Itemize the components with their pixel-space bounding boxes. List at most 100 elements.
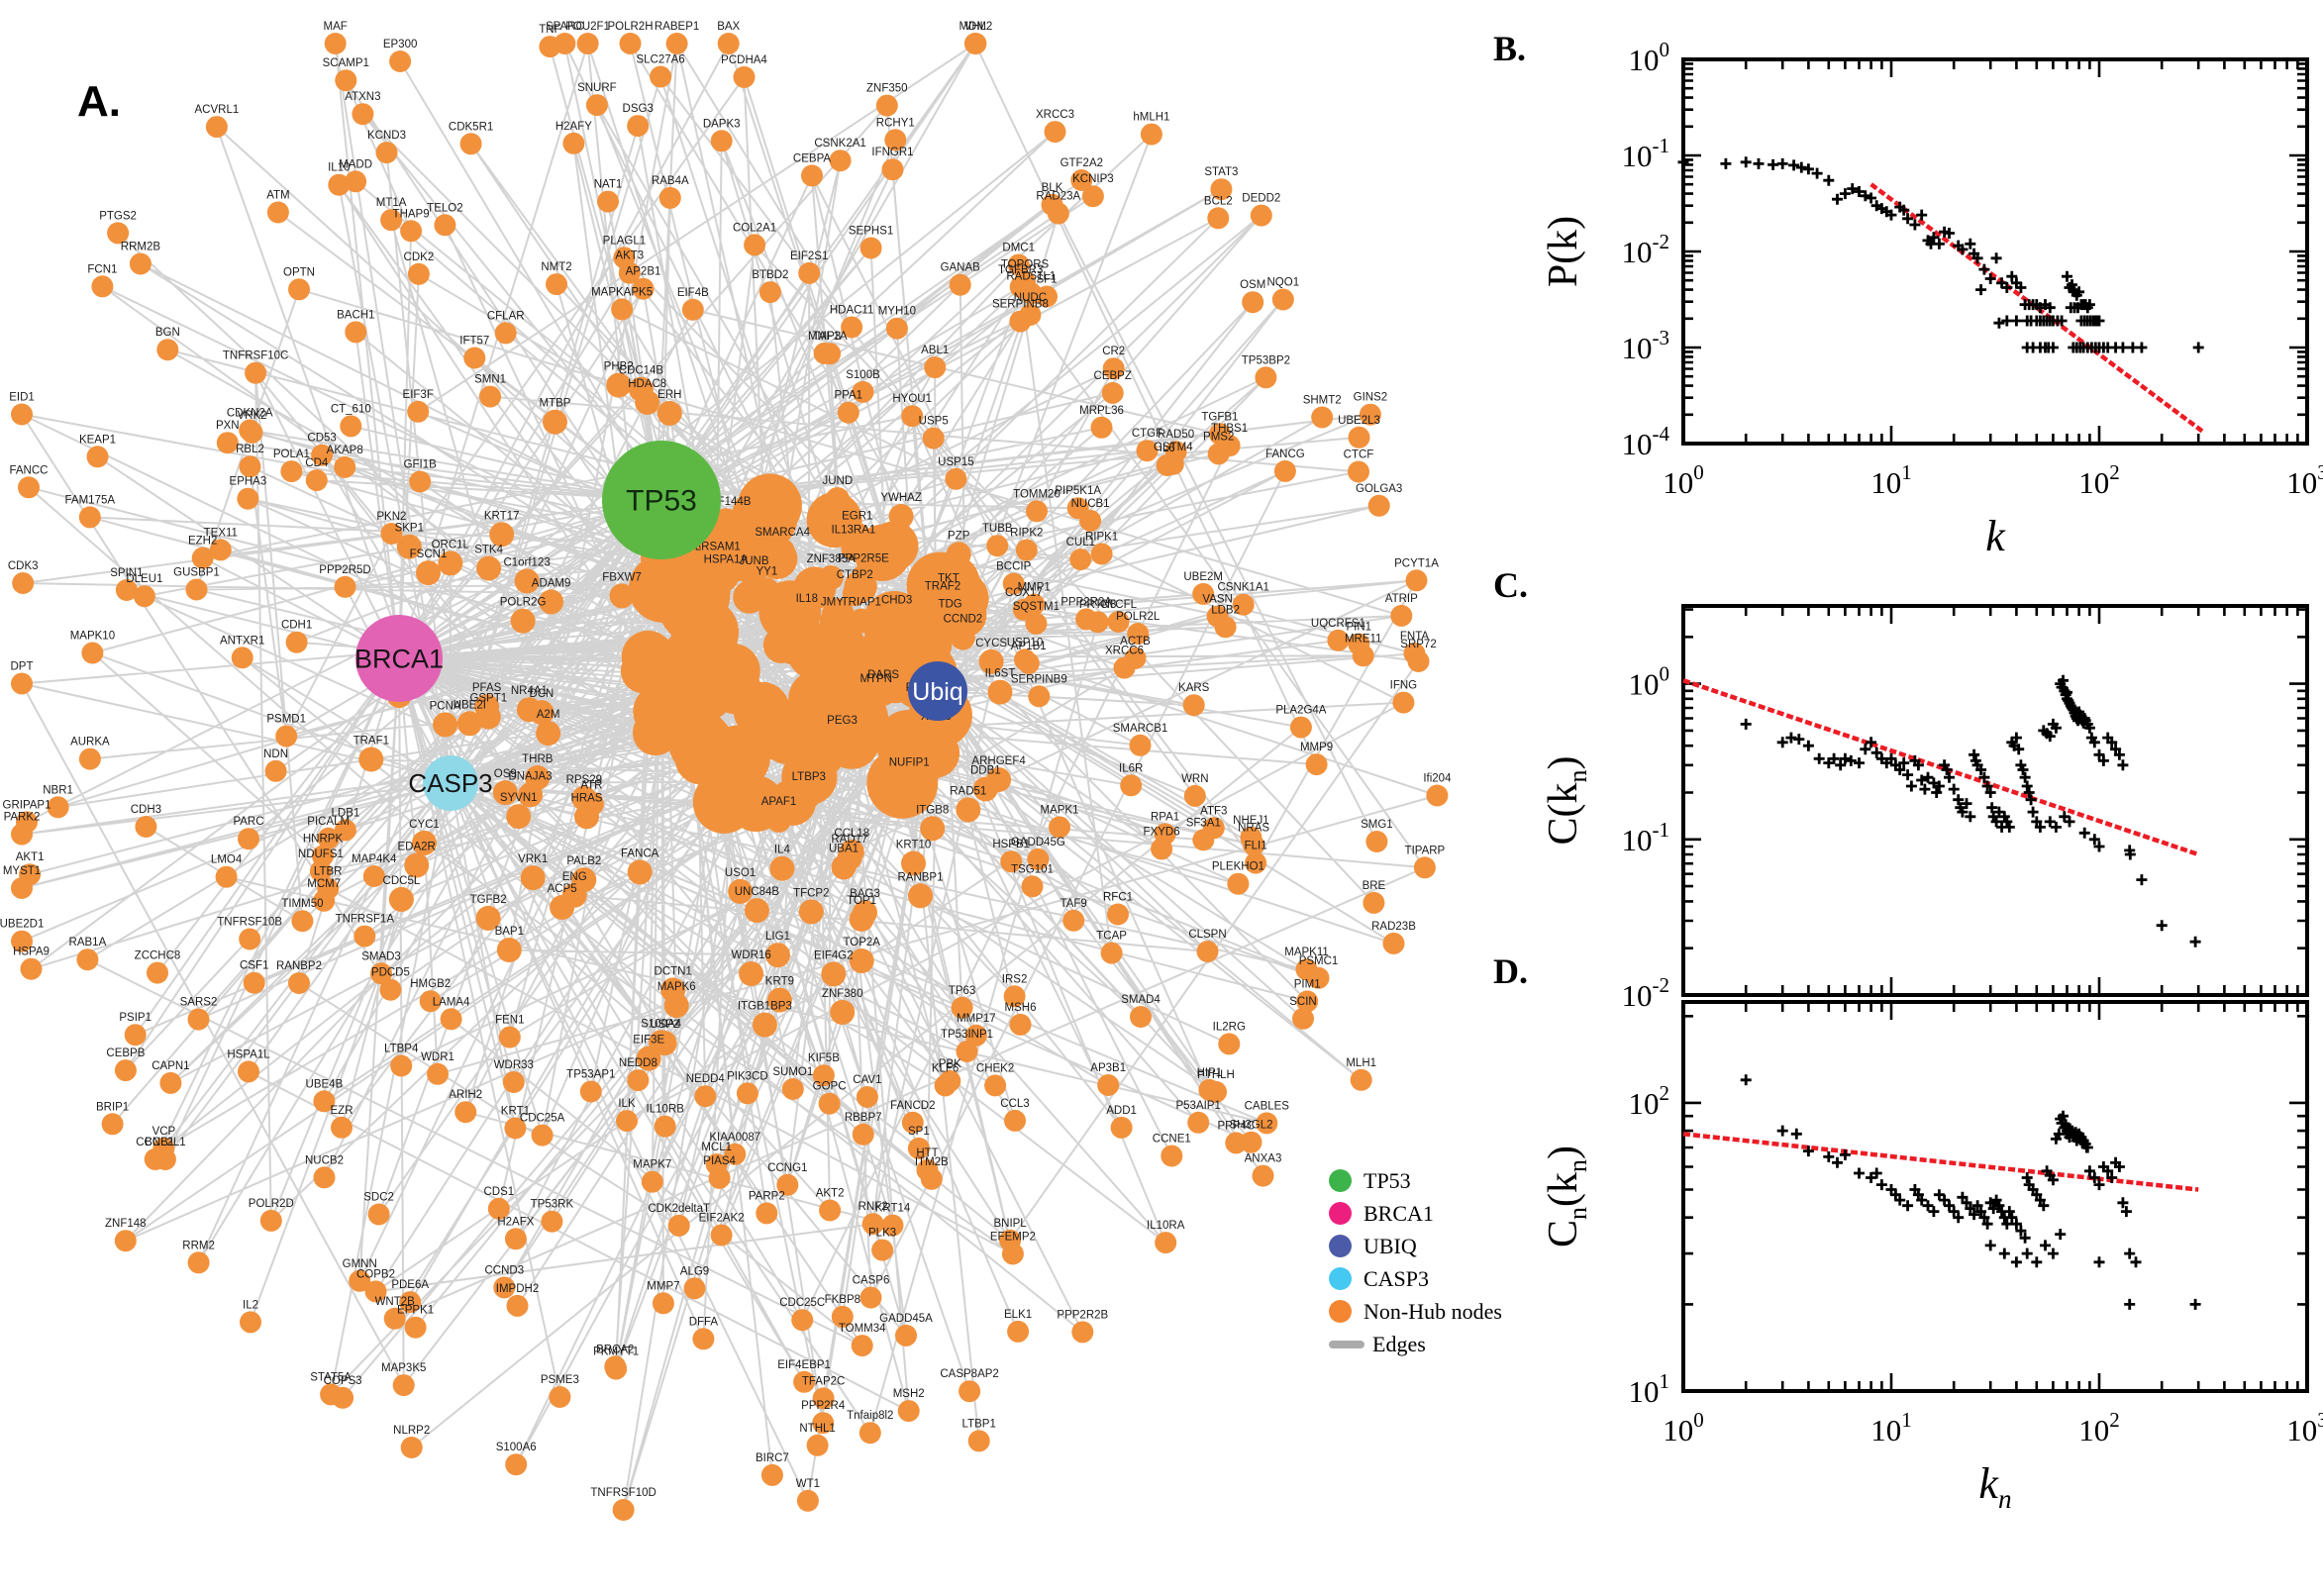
non-hub-node-label: LTBP4 — [384, 1044, 419, 1055]
non-hub-node-label: MT1A — [376, 197, 407, 209]
non-hub-node-label: ENG — [562, 871, 587, 883]
non-hub-node-label: MDM2 — [959, 21, 992, 33]
non-hub-node-label: DCN — [529, 688, 554, 700]
non-hub-node-label: MAPKAPK5 — [591, 286, 653, 298]
non-hub-node — [1405, 569, 1428, 592]
non-hub-node — [474, 694, 500, 720]
non-hub-node — [841, 316, 863, 339]
non-hub-node-label: KRT17 — [484, 510, 520, 522]
non-hub-node — [627, 115, 650, 138]
non-hub-node — [1245, 851, 1267, 874]
non-hub-node-label: PKN2 — [376, 511, 406, 523]
non-hub-node-label: UBE4B — [306, 1078, 344, 1090]
non-hub-node — [239, 455, 261, 478]
non-hub-node-label: IL10 — [328, 162, 350, 174]
non-hub-node — [275, 725, 298, 748]
non-hub-node-label: UBE2M — [1183, 571, 1223, 583]
non-hub-node — [766, 807, 791, 833]
non-hub-node-label: BACH1 — [337, 309, 374, 321]
non-hub-node-label: MAF — [324, 21, 348, 33]
non-hub-node-label: UBE2I — [454, 699, 486, 711]
non-hub-node — [1390, 604, 1413, 627]
non-hub-node-label: CDC25A — [520, 1113, 565, 1125]
non-hub-node-label: COPS3 — [324, 1375, 362, 1387]
nonhub-color-dot-icon — [1329, 1300, 1352, 1323]
non-hub-node — [156, 339, 179, 361]
non-hub-node — [549, 1386, 571, 1408]
non-hub-node — [476, 555, 502, 581]
non-hub-node-label: TRAF2 — [925, 581, 960, 593]
non-hub-node — [884, 606, 910, 632]
non-hub-node-label: RNF2 — [858, 1201, 888, 1213]
non-hub-node-label: PPP2R5E — [838, 553, 889, 565]
non-hub-node-label: ORC1L — [432, 539, 470, 550]
non-hub-node-label: BRCA2 — [596, 1344, 634, 1355]
non-hub-node-label: HSPA9 — [13, 947, 50, 958]
non-hub-node — [1000, 850, 1023, 873]
non-hub-node-label: PARK2 — [4, 812, 41, 824]
non-hub-node-label: AKT3 — [615, 250, 644, 262]
non-hub-node — [205, 116, 228, 139]
non-hub-node-label: OPTN — [283, 266, 315, 278]
non-hub-node-label: TOPORS — [1001, 259, 1050, 271]
non-hub-node-label: TP53BP2 — [1242, 354, 1290, 366]
non-hub-node-label: GADD45A — [879, 1313, 933, 1325]
non-hub-node-label: DAPK3 — [703, 118, 741, 130]
ubiq-color-dot-icon — [1329, 1235, 1352, 1257]
non-hub-node-label: TNFRSF10D — [590, 1487, 656, 1499]
non-hub-node — [1359, 403, 1381, 426]
non-hub-node — [831, 1305, 854, 1328]
non-hub-node-label: MRPL36 — [1079, 405, 1124, 417]
non-hub-node-label: PLK3 — [868, 1228, 896, 1240]
non-hub-node — [320, 1383, 343, 1406]
non-hub-node — [1069, 549, 1092, 571]
non-hub-node — [633, 710, 678, 756]
non-hub-node — [830, 726, 855, 751]
non-hub-node — [349, 1269, 371, 1292]
non-hub-node-label: USP10 — [1007, 637, 1043, 648]
non-hub-node — [407, 400, 430, 423]
non-hub-node — [674, 732, 728, 785]
non-hub-node-label: ACTB — [1120, 636, 1151, 648]
non-hub-node-label: TOMM20 — [1013, 488, 1060, 500]
non-hub-node-label: SP1 — [908, 1126, 930, 1138]
non-hub-node-label: SCAMP1 — [323, 57, 369, 69]
non-hub-node — [562, 132, 585, 154]
non-hub-node — [871, 1239, 894, 1261]
non-hub-node-label: MTPN — [860, 673, 893, 685]
legend: TP53 BRCA1 UBIQ CASP3 Non-Hub nodes Edge… — [1329, 1164, 1502, 1360]
non-hub-node-label: BRE — [1363, 880, 1386, 892]
non-hub-node — [404, 1316, 427, 1339]
non-hub-node — [550, 895, 575, 920]
axis-label: k — [1985, 512, 2006, 560]
non-hub-node-label: CDKN2A — [227, 408, 273, 420]
non-hub-node-label: PPP2R2A — [1060, 596, 1112, 608]
non-hub-node — [1002, 572, 1025, 595]
non-hub-node-label: SHMT2 — [1303, 395, 1342, 407]
non-hub-node-label: AP2B1 — [626, 266, 661, 278]
non-hub-node-label: PIN1 — [1347, 622, 1372, 634]
non-hub-node-label: S100A6 — [496, 1442, 537, 1453]
non-hub-node — [825, 487, 851, 513]
non-hub-node — [76, 948, 99, 971]
non-hub-node-label: IL2RG — [1213, 1021, 1246, 1033]
non-hub-node — [620, 648, 665, 694]
non-hub-node — [819, 1199, 842, 1222]
non-hub-node-label: TEX11 — [204, 527, 238, 539]
non-hub-node — [440, 1008, 462, 1031]
non-hub-node — [652, 1292, 674, 1315]
non-hub-node — [399, 1291, 422, 1314]
non-hub-node-label: SCIN — [1289, 996, 1316, 1008]
non-hub-node-label: WDR33 — [494, 1059, 534, 1071]
non-hub-node-label: CCND3 — [484, 1264, 524, 1276]
non-hub-node — [1271, 288, 1294, 311]
non-hub-node — [383, 1307, 406, 1330]
non-hub-node — [728, 878, 754, 904]
non-hub-node — [243, 971, 265, 994]
non-hub-node-label: WRN — [1181, 773, 1208, 785]
panel-a-label: A. — [77, 77, 121, 126]
non-hub-node-label: PICALM — [307, 816, 350, 828]
non-hub-node-label: TP53AP1 — [566, 1069, 615, 1081]
non-hub-node — [713, 508, 739, 534]
